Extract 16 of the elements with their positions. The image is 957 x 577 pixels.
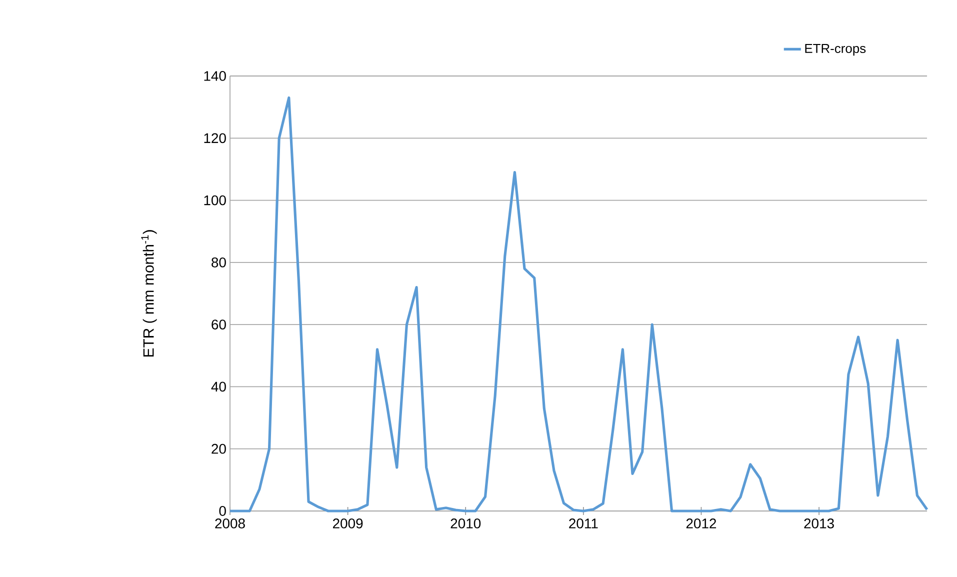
y-tick-label: 120 [204, 133, 226, 144]
x-tick-label: 2012 [686, 518, 716, 528]
y-tick-label: 60 [212, 320, 226, 330]
y-tick-label: 80 [212, 257, 226, 268]
y-tick-label: 20 [212, 444, 226, 454]
legend-label: ETR-crops [805, 44, 866, 56]
x-tick-label: 2008 [215, 518, 245, 528]
x-tick-label: 2009 [332, 518, 363, 528]
y-tick-label: 100 [204, 195, 226, 206]
y-axis-title: ETR ( mm month$^{-1}$) [141, 230, 157, 357]
y-tick-label: 40 [211, 382, 226, 392]
x-tick-label: 2010 [450, 518, 481, 528]
x-tick-label: 2011 [569, 518, 598, 528]
y-tick-label: 140 [204, 71, 226, 81]
y-tick-label: 0 [219, 506, 226, 516]
x-tick-label: 2013 [804, 518, 834, 528]
